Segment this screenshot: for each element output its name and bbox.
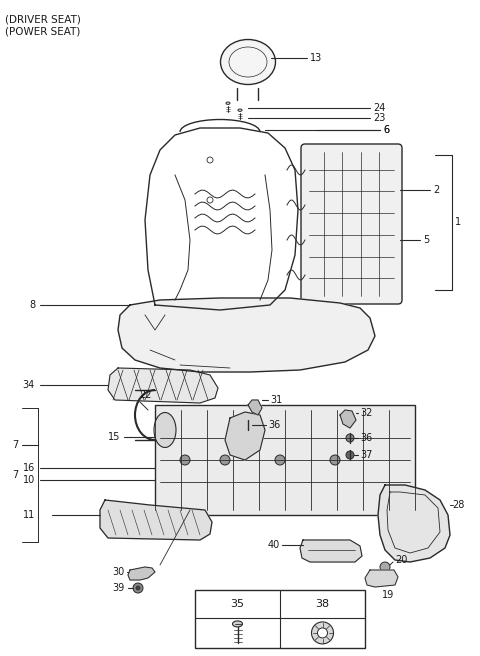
Text: 13: 13 <box>310 53 322 63</box>
Ellipse shape <box>220 39 276 85</box>
Text: 7: 7 <box>12 470 18 480</box>
Circle shape <box>220 455 230 465</box>
Text: 16: 16 <box>23 463 35 473</box>
Ellipse shape <box>232 621 242 627</box>
Text: 11: 11 <box>23 510 35 520</box>
Text: 6: 6 <box>383 125 389 135</box>
Text: 28: 28 <box>452 500 464 510</box>
Circle shape <box>133 583 143 593</box>
Text: 35: 35 <box>230 599 244 609</box>
Text: 40: 40 <box>268 540 280 550</box>
Circle shape <box>317 628 327 638</box>
Polygon shape <box>225 412 265 460</box>
Polygon shape <box>248 400 262 415</box>
Ellipse shape <box>226 102 230 104</box>
Text: 15: 15 <box>108 432 120 442</box>
Text: 20: 20 <box>395 555 408 565</box>
Text: 2: 2 <box>433 185 439 195</box>
Text: 10: 10 <box>23 475 35 485</box>
Circle shape <box>180 455 190 465</box>
Text: 7: 7 <box>12 440 18 450</box>
Text: 19: 19 <box>382 590 394 600</box>
Polygon shape <box>128 567 155 580</box>
Text: 31: 31 <box>270 395 282 405</box>
Polygon shape <box>365 570 398 587</box>
Text: 36: 36 <box>268 420 280 430</box>
Text: 36: 36 <box>360 433 372 443</box>
Text: 23: 23 <box>373 113 385 123</box>
Text: 8: 8 <box>29 300 35 310</box>
Text: 38: 38 <box>315 599 330 609</box>
Circle shape <box>136 586 140 590</box>
FancyBboxPatch shape <box>301 144 402 304</box>
Circle shape <box>244 421 252 429</box>
Text: (DRIVER SEAT): (DRIVER SEAT) <box>5 14 81 24</box>
Polygon shape <box>340 410 356 428</box>
Text: 32: 32 <box>360 408 372 418</box>
Text: 6: 6 <box>383 125 389 135</box>
Bar <box>155 405 415 515</box>
Text: 37: 37 <box>360 450 372 460</box>
Text: 39: 39 <box>113 583 125 593</box>
Polygon shape <box>108 368 218 403</box>
Text: (POWER SEAT): (POWER SEAT) <box>5 27 80 37</box>
Bar <box>195 590 365 648</box>
Ellipse shape <box>238 109 242 112</box>
Circle shape <box>380 562 390 572</box>
Polygon shape <box>300 540 362 562</box>
Circle shape <box>275 455 285 465</box>
Polygon shape <box>100 500 212 540</box>
Circle shape <box>346 451 354 459</box>
Polygon shape <box>118 298 375 372</box>
Polygon shape <box>378 485 450 562</box>
Text: 30: 30 <box>113 567 125 577</box>
Circle shape <box>312 622 334 644</box>
Ellipse shape <box>154 413 176 447</box>
Text: 5: 5 <box>423 235 429 245</box>
Text: 34: 34 <box>23 380 35 390</box>
Text: 22: 22 <box>140 390 152 400</box>
Text: 24: 24 <box>373 103 385 113</box>
Text: 1: 1 <box>455 217 461 227</box>
Circle shape <box>330 455 340 465</box>
Circle shape <box>346 434 354 442</box>
